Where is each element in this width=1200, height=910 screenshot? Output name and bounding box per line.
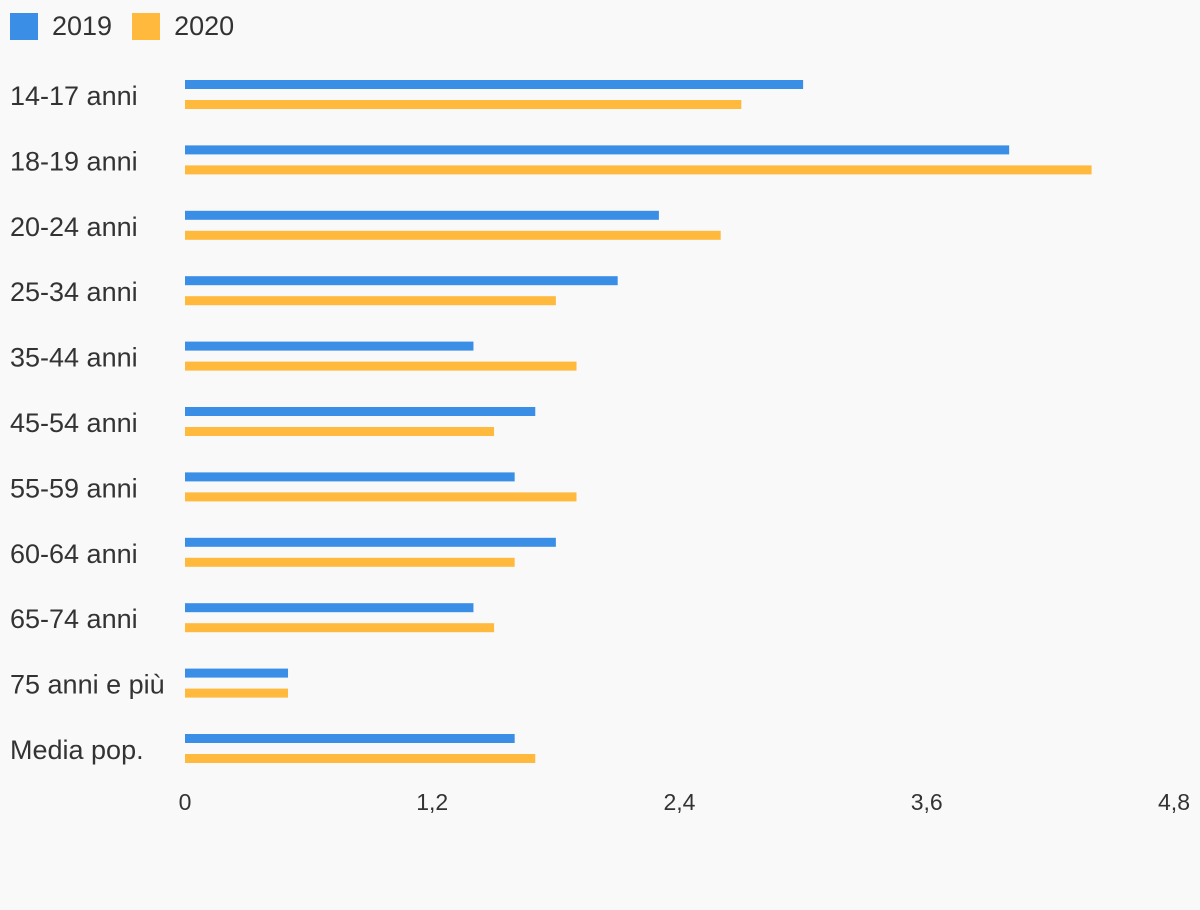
bar-2020[interactable] xyxy=(185,230,721,240)
category-label: 20-24 anni xyxy=(10,212,138,242)
bar-2019[interactable] xyxy=(185,341,474,351)
bar-2020[interactable] xyxy=(185,688,289,698)
bar-2020[interactable] xyxy=(185,165,1092,175)
category-label: 65-74 anni xyxy=(10,604,138,634)
x-tick-label: 4,8 xyxy=(1158,789,1190,815)
category-label: 55-59 anni xyxy=(10,473,138,503)
bar-2020[interactable] xyxy=(185,427,495,436)
category-label: 25-34 anni xyxy=(10,277,138,307)
legend-swatch-2019 xyxy=(10,12,38,40)
bar-2020[interactable] xyxy=(185,492,577,502)
legend-swatch-2020 xyxy=(132,12,161,40)
bar-2020[interactable] xyxy=(185,557,515,567)
legend-label-2019: 2019 xyxy=(52,10,113,41)
category-label: 60-64 anni xyxy=(10,539,138,569)
bar-2019[interactable] xyxy=(185,145,1010,155)
category-label: 35-44 anni xyxy=(10,343,138,373)
x-tick-label: 1,2 xyxy=(416,789,448,815)
bar-2019[interactable] xyxy=(185,537,556,547)
category-label: Media pop. xyxy=(10,735,144,765)
bar-2019[interactable] xyxy=(185,668,289,678)
bar-2019[interactable] xyxy=(185,80,804,89)
bar-2020[interactable] xyxy=(185,754,536,763)
legend-label-2020: 2020 xyxy=(174,10,235,41)
category-label: 18-19 anni xyxy=(10,146,138,176)
bar-2019[interactable] xyxy=(185,472,515,482)
legend-item-2020[interactable]: 2020 xyxy=(132,11,234,42)
x-tick-label: 0 xyxy=(179,789,192,815)
bar-2020[interactable] xyxy=(185,361,577,371)
bar-2019[interactable] xyxy=(185,276,618,286)
category-label: 75 anni e più xyxy=(10,670,165,700)
bar-2020[interactable] xyxy=(185,623,495,633)
x-tick-label: 2,4 xyxy=(664,789,696,815)
category-label: 14-17 anni xyxy=(10,81,138,111)
bar-2019[interactable] xyxy=(185,603,474,613)
bar-2020[interactable] xyxy=(185,100,742,109)
legend-item-2019[interactable]: 2019 xyxy=(10,11,112,42)
bar-2020[interactable] xyxy=(185,296,556,306)
bar-2019[interactable] xyxy=(185,407,536,416)
category-label: 45-54 anni xyxy=(10,408,138,438)
bar-2019[interactable] xyxy=(185,210,659,220)
legend: 2019 2020 xyxy=(10,10,254,42)
x-tick-label: 3,6 xyxy=(911,789,943,815)
bar-2019[interactable] xyxy=(185,734,515,743)
